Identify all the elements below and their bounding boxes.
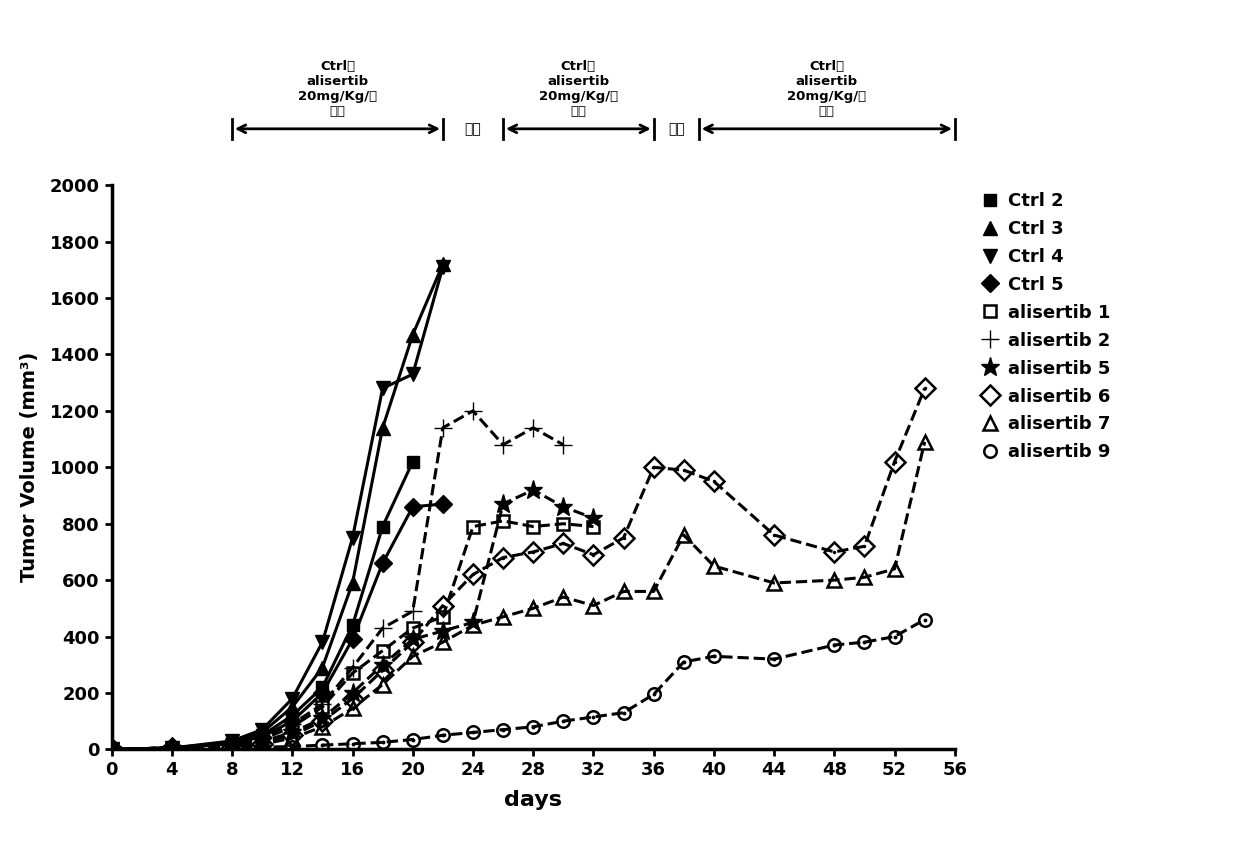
X-axis label: days: days [505, 791, 562, 810]
Text: 停药: 停药 [465, 122, 481, 136]
Legend: Ctrl 2, Ctrl 3, Ctrl 4, Ctrl 5, alisertib 1, alisertib 2, alisertib 5, alisertib: Ctrl 2, Ctrl 3, Ctrl 4, Ctrl 5, aliserti… [972, 183, 1120, 471]
Y-axis label: Tumor Volume (mm³): Tumor Volume (mm³) [20, 352, 38, 583]
Text: Ctrl或
alisertib
20mg/Kg/天
灌胃: Ctrl或 alisertib 20mg/Kg/天 灌胃 [539, 60, 618, 118]
Text: Ctrl或
alisertib
20mg/Kg/天
灌胃: Ctrl或 alisertib 20mg/Kg/天 灌胃 [787, 60, 867, 118]
Text: Ctrl或
alisertib
20mg/Kg/天
灌胃: Ctrl或 alisertib 20mg/Kg/天 灌胃 [298, 60, 377, 118]
Text: 停药: 停药 [668, 122, 684, 136]
